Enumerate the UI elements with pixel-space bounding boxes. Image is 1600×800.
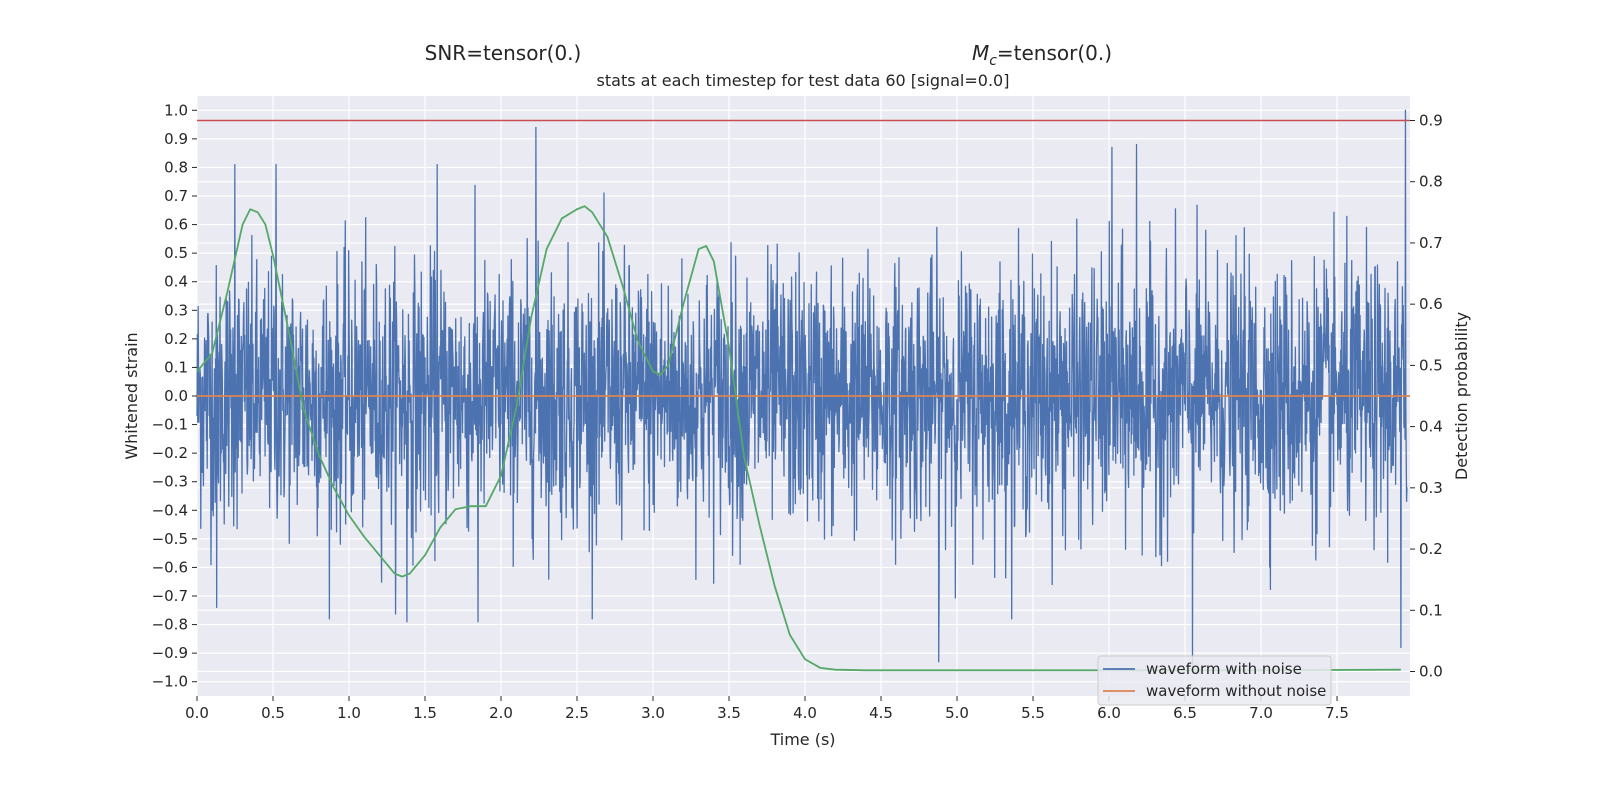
x-tick-label: 7.0 <box>1249 704 1273 722</box>
y-tick-label: −0.8 <box>152 616 188 634</box>
y-tick-label: −0.7 <box>152 587 188 605</box>
snr-title: SNR=tensor(0.) <box>425 41 582 65</box>
y-tick-label: −0.3 <box>152 473 188 491</box>
y2-tick-label: 0.2 <box>1419 540 1443 558</box>
chirp-mass-subscript: c <box>989 53 997 69</box>
y-tick-label: −0.5 <box>152 530 188 548</box>
chart-title: stats at each timestep for test data 60 … <box>597 71 1010 90</box>
x-tick-label: 1.0 <box>337 704 361 722</box>
x-tick-label: 6.0 <box>1097 704 1121 722</box>
y2-tick-label: 0.5 <box>1419 356 1443 374</box>
y-tick-label: 1.0 <box>164 101 188 119</box>
x-tick-label: 1.5 <box>413 704 437 722</box>
y-tick-label: −0.2 <box>152 444 188 462</box>
y2-tick-label: 0.0 <box>1419 663 1443 681</box>
series-waveform-with-noise <box>196 109 1408 666</box>
y-tick-label: 0.2 <box>164 330 188 348</box>
y2-tick-label: 0.8 <box>1419 173 1443 191</box>
y2-tick-label: 0.7 <box>1419 234 1443 252</box>
y-tick-label: 0.3 <box>164 301 188 319</box>
x-tick-label: 2.5 <box>565 704 589 722</box>
y-tick-label: 0.9 <box>164 130 188 148</box>
legend-label-noise: waveform with noise <box>1146 660 1302 678</box>
chirp-mass-value: =tensor(0.) <box>997 41 1112 65</box>
x-axis-label: Time (s) <box>769 730 835 749</box>
series-detection-probability <box>196 205 1401 672</box>
x-tick-label: 5.5 <box>1021 704 1045 722</box>
x-tick-label: 0.5 <box>261 704 285 722</box>
y-tick-label: −1.0 <box>152 673 188 691</box>
legend-box <box>1097 655 1332 706</box>
y-tick-label: −0.9 <box>152 644 188 662</box>
x-tick-label: 3.0 <box>641 704 665 722</box>
y2-tick-label: 0.1 <box>1419 601 1443 619</box>
legend-label-clean: waveform without noise <box>1146 682 1326 700</box>
y-axis-label: Whitened strain <box>122 332 141 459</box>
legend: waveform with noise waveform without noi… <box>1097 655 1332 706</box>
y-tick-label: −0.6 <box>152 558 188 576</box>
y-tick-label: 0.6 <box>164 216 188 234</box>
x-tick-label: 7.5 <box>1325 704 1349 722</box>
x-tick-label: 3.5 <box>717 704 741 722</box>
x-tick-label: 2.0 <box>489 704 513 722</box>
chirp-mass-symbol: M <box>972 41 989 65</box>
y-tick-label: 0.0 <box>164 387 188 405</box>
chirp-mass-title: Mc=tensor(0.) <box>972 41 1112 69</box>
y-tick-label: 0.4 <box>164 273 188 291</box>
y2-tick-label: 0.3 <box>1419 479 1443 497</box>
y-tick-label: 0.5 <box>164 244 188 262</box>
y-tick-label: −0.4 <box>152 501 188 519</box>
x-tick-label: 4.5 <box>869 704 893 722</box>
y2-tick-label: 0.4 <box>1419 418 1443 436</box>
y-tick-label: 0.8 <box>164 158 188 176</box>
y-tick-label: −0.1 <box>152 416 188 434</box>
y-tick-label: 0.7 <box>164 187 188 205</box>
x-tick-label: 6.5 <box>1173 704 1197 722</box>
y2-axis-label: Detection probability <box>1452 312 1471 480</box>
x-tick-label: 0.0 <box>185 704 209 722</box>
x-tick-label: 5.0 <box>945 704 969 722</box>
y-tick-label: 0.1 <box>164 358 188 376</box>
y2-tick-label: 0.6 <box>1419 295 1443 313</box>
y2-tick-label: 0.9 <box>1419 111 1443 129</box>
x-tick-label: 4.0 <box>793 704 817 722</box>
